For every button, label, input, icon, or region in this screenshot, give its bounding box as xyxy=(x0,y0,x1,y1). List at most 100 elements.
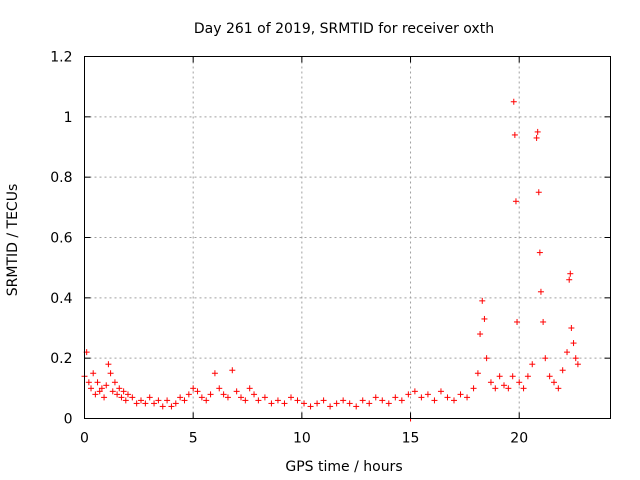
data-point xyxy=(550,379,557,386)
data-point xyxy=(129,394,136,401)
data-point xyxy=(509,373,516,380)
data-point xyxy=(398,397,405,404)
data-point xyxy=(572,355,579,362)
data-point xyxy=(437,388,444,395)
data-point xyxy=(418,394,425,401)
x-tick-label: 5 xyxy=(189,431,198,447)
data-point xyxy=(268,400,275,407)
data-point xyxy=(570,340,577,347)
data-point xyxy=(520,385,527,392)
data-point xyxy=(159,403,166,410)
data-point xyxy=(168,403,175,410)
data-point xyxy=(405,391,412,398)
data-point xyxy=(314,400,321,407)
data-point xyxy=(133,400,140,407)
data-point xyxy=(120,388,127,395)
data-point xyxy=(555,385,562,392)
data-point xyxy=(207,391,214,398)
data-point xyxy=(142,400,149,407)
data-point xyxy=(372,394,379,401)
data-point xyxy=(479,297,486,304)
data-point xyxy=(181,397,188,404)
data-point xyxy=(146,394,153,401)
data-point xyxy=(287,394,294,401)
data-point xyxy=(92,391,99,398)
data-point xyxy=(534,128,541,135)
tick-labels: 0 0.2 0.4 0.6 0.8 1 1.2 0 5 10 15 20 xyxy=(50,50,528,447)
data-point xyxy=(116,385,123,392)
data-point xyxy=(114,391,121,398)
data-point xyxy=(224,394,231,401)
data-point xyxy=(500,382,507,389)
data-point xyxy=(353,403,360,410)
x-tick-label: 0 xyxy=(80,431,89,447)
data-point xyxy=(246,385,253,392)
data-point xyxy=(546,373,553,380)
data-point xyxy=(537,288,544,295)
data-point xyxy=(340,397,347,404)
data-point xyxy=(385,400,392,407)
data-point xyxy=(566,276,573,283)
data-point xyxy=(540,318,547,325)
data-point xyxy=(294,397,301,404)
data-point xyxy=(177,394,184,401)
data-point xyxy=(103,382,110,389)
y-tick-label: 1.2 xyxy=(50,50,72,66)
data-point xyxy=(88,385,95,392)
data-point xyxy=(122,397,129,404)
data-point xyxy=(255,397,262,404)
data-point xyxy=(516,379,523,386)
data-point xyxy=(424,391,431,398)
data-point xyxy=(564,349,571,356)
data-point xyxy=(574,361,581,368)
data-point xyxy=(101,394,108,401)
data-point xyxy=(505,385,512,392)
data-point xyxy=(98,385,105,392)
data-point xyxy=(172,400,179,407)
data-point xyxy=(568,325,575,331)
data-point xyxy=(194,388,201,395)
data-point xyxy=(451,397,458,404)
data-point xyxy=(333,400,340,407)
data-point xyxy=(359,397,366,404)
data-point xyxy=(411,388,418,395)
data-point xyxy=(542,355,549,362)
data-point xyxy=(431,397,438,404)
x-axis-label: GPS time / hours xyxy=(285,459,402,475)
data-point xyxy=(307,403,314,410)
data-point xyxy=(237,394,244,401)
y-tick-label: 0.4 xyxy=(50,291,72,307)
data-point xyxy=(211,370,218,377)
y-tick-label: 0.8 xyxy=(50,170,72,186)
data-point xyxy=(487,379,494,386)
data-point xyxy=(151,400,158,407)
data-point xyxy=(496,373,503,380)
data-point xyxy=(105,361,112,368)
data-point xyxy=(261,394,268,401)
data-point xyxy=(107,370,114,377)
data-point xyxy=(233,388,240,395)
data-point xyxy=(366,400,373,407)
x-tick-label: 10 xyxy=(293,431,311,447)
data-point xyxy=(559,367,566,374)
data-point xyxy=(216,385,223,392)
y-tick-label: 0 xyxy=(64,412,73,428)
data-point xyxy=(138,397,145,404)
data-point xyxy=(512,198,519,205)
data-point xyxy=(155,397,162,404)
x-tick-label: 20 xyxy=(510,431,528,447)
data-point xyxy=(511,131,518,138)
data-point xyxy=(220,391,227,398)
data-point xyxy=(164,397,171,404)
data-point xyxy=(529,361,536,368)
data-point xyxy=(190,385,197,392)
data-point xyxy=(524,373,531,380)
data-point xyxy=(242,397,249,404)
data-point xyxy=(320,397,327,404)
data-point xyxy=(90,370,97,377)
data-point xyxy=(118,394,125,401)
y-tick-label: 0.2 xyxy=(50,351,72,367)
y-tick-label: 1 xyxy=(64,110,73,126)
data-point xyxy=(281,400,288,407)
